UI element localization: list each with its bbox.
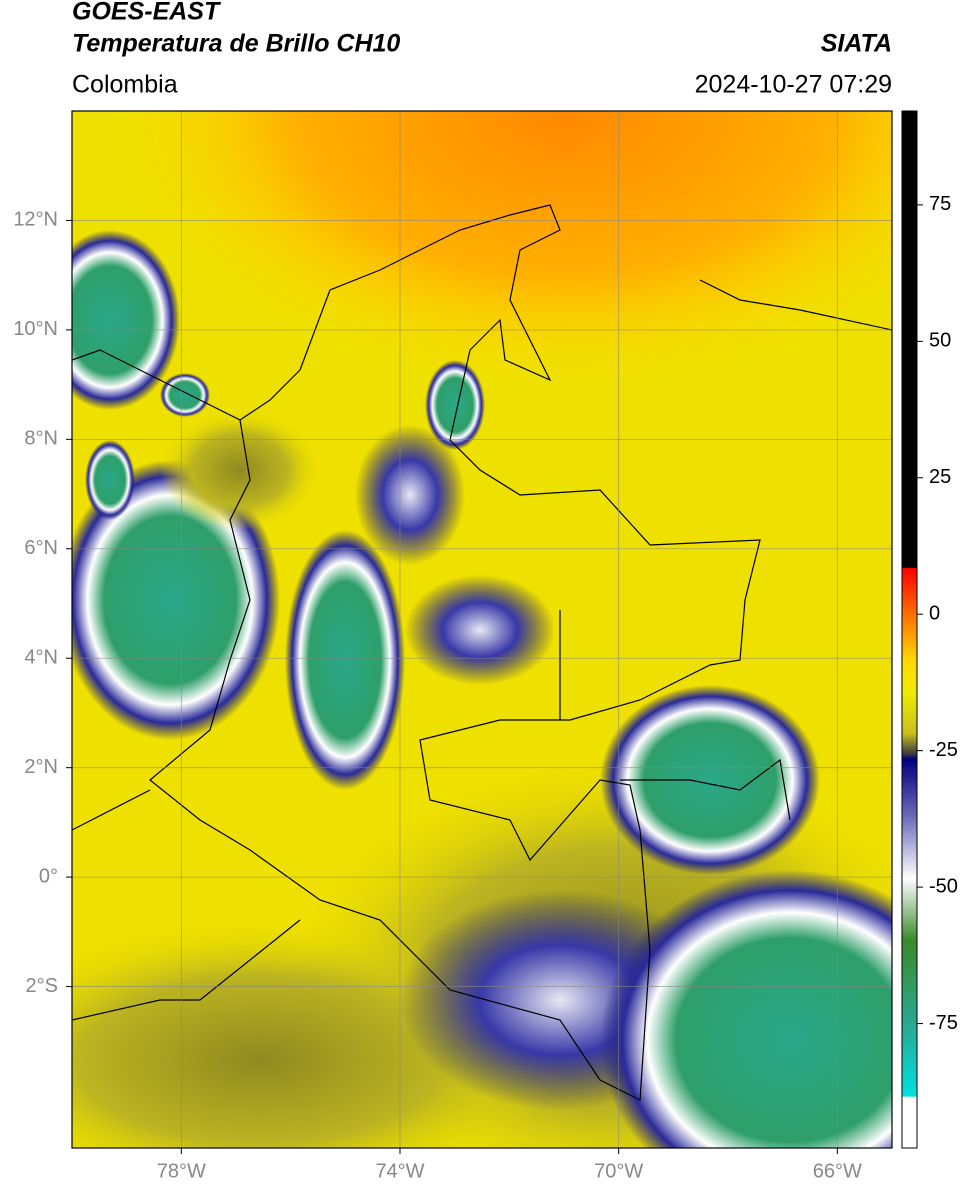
y-tick-label: 2°S [26, 975, 58, 997]
y-tick-label: 12°N [13, 209, 58, 231]
colorbar-tick-label: -25 [929, 739, 958, 761]
x-tick-label: 74°W [375, 1160, 424, 1182]
ticks: 78°W 74°W 70°W 66°W 12°N 10°N 8°N 6°N 4°N 2°N 0° 2°… [13, 193, 958, 1182]
colorbar-tick-label: 75 [929, 193, 951, 215]
x-tick-label: 78°W [157, 1160, 206, 1182]
datetime: 2024-10-27 07:29 [695, 71, 892, 99]
y-tick-label: 8°N [24, 428, 58, 450]
colorbar [901, 110, 918, 1149]
colorbar-tick-label: 50 [929, 330, 951, 352]
region: Colombia [72, 71, 178, 99]
grid [72, 111, 892, 1148]
y-tick-label: 10°N [13, 318, 58, 340]
y-tick-label: 0° [39, 865, 58, 887]
x-tick-label: 66°W [813, 1160, 862, 1182]
x-tick-label: 70°W [594, 1160, 643, 1182]
map-frame [71, 110, 893, 1149]
colorbar-tick-label: -75 [929, 1012, 958, 1034]
y-tick-label: 4°N [24, 647, 58, 669]
colorbar-tick-label: 0 [929, 602, 940, 624]
title-line1: GOES-EAST [72, 0, 222, 26]
agency: SIATA [821, 30, 892, 58]
satellite-image [72, 111, 892, 1148]
colorbar-tick-label: 25 [929, 466, 951, 488]
title-line2: Temperatura de Brillo CH10 [72, 30, 400, 58]
y-tick-label: 6°N [24, 537, 58, 559]
y-tick-label: 2°N [24, 756, 58, 778]
colorbar-tick-label: -50 [929, 875, 958, 897]
